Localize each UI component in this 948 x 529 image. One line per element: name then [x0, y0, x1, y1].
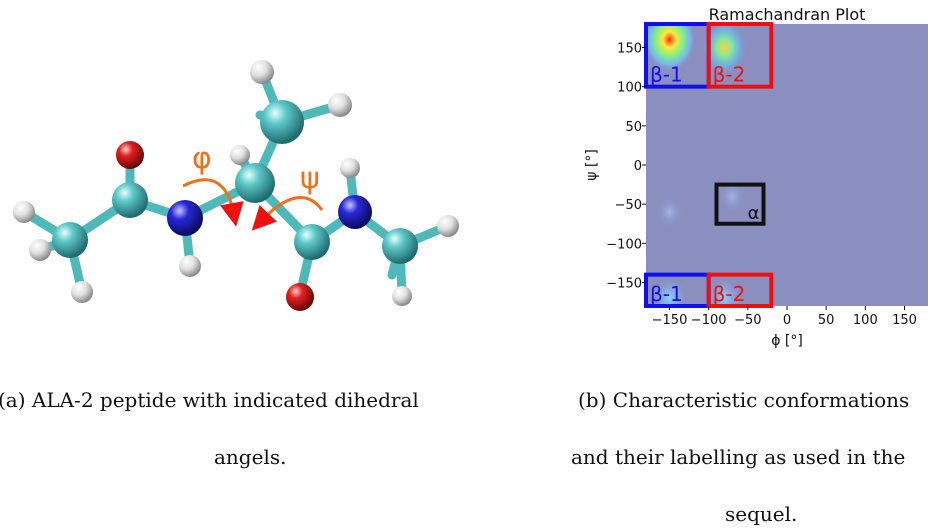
oxygen-atom: [286, 283, 314, 311]
hydrogen-atom: [179, 255, 201, 277]
chart-title: Ramachandran Plot: [709, 5, 866, 24]
x-tick-label: −150: [652, 313, 688, 328]
phi-label: φ: [192, 141, 212, 176]
region-label: β-2: [713, 282, 746, 306]
nitrogen-atom: [167, 200, 203, 236]
carbon-atom: [235, 163, 275, 203]
region-box: [714, 182, 766, 226]
carbon-atom: [382, 228, 418, 264]
region-label: β-1: [650, 63, 683, 87]
hydrogen-atom: [340, 158, 360, 178]
carbon-atom: [260, 100, 304, 144]
x-tick-label: 100: [853, 313, 878, 328]
hydrogen-atom: [328, 93, 352, 117]
caption-b-line-3: sequel.: [725, 502, 798, 526]
y-tick-label: −150: [606, 277, 642, 292]
x-axis-label: ϕ [°]: [771, 333, 803, 349]
region-box: [706, 22, 774, 89]
molecule-atoms: [13, 60, 459, 311]
density-hotspot: [646, 24, 696, 71]
hydrogen-atom: [392, 286, 412, 306]
hydrogen-atom: [71, 281, 93, 303]
nitrogen-atom: [338, 195, 372, 229]
y-tick-label: 50: [625, 120, 642, 135]
region-box: [706, 272, 774, 308]
density-hotspot: [655, 195, 684, 229]
carbon-atom: [112, 182, 148, 218]
region-label: β-2: [713, 63, 746, 87]
y-axis-label: ψ [°]: [584, 149, 600, 181]
x-tick-label: 50: [818, 313, 835, 328]
region-label: β-1: [650, 282, 683, 306]
hydrogen-atom: [250, 60, 274, 84]
carbon-atom: [52, 222, 88, 258]
hydrogen-atom: [29, 239, 51, 261]
x-tick-label: 150: [892, 313, 917, 328]
density-hotspots: [646, 24, 747, 306]
density-hotspot: [701, 24, 747, 75]
hydrogen-atom: [230, 145, 250, 165]
region-boxes: β-1 β-2 β-1 β-2 α: [644, 22, 774, 308]
ramachandran-plot: Ramachandran Plot β-1 β-2β-1 β-2α −150 −100…: [584, 5, 928, 349]
psi-label: ψ: [300, 161, 320, 196]
plot-area: [646, 24, 928, 306]
ala2-molecule-figure: φ ψ: [13, 60, 459, 311]
y-tick-label: 150: [617, 42, 642, 57]
x-tick-label: −50: [734, 313, 761, 328]
hydrogen-atom: [13, 201, 35, 223]
x-tick-label: −100: [691, 313, 727, 328]
density-hotspot: [651, 276, 688, 306]
caption-a-line-2: angels.: [214, 445, 287, 469]
caption-b-line-1: (b) Characteristic conformations: [578, 388, 910, 412]
oxygen-atom: [116, 141, 144, 169]
caption-a-line-1: (a) ALA-2 peptide with indicated dihedra…: [0, 388, 419, 412]
y-axis-ticks: −150 −100 −50 0 50 100 150: [606, 42, 646, 292]
density-hotspot: [706, 277, 742, 306]
x-tick-label: 0: [783, 313, 791, 328]
y-tick-label: 0: [634, 159, 642, 174]
carbon-atom: [294, 224, 330, 260]
dihedral-arrows: [182, 178, 324, 231]
region-label: α: [748, 203, 760, 224]
density-hotspot: [718, 179, 747, 214]
x-axis-ticks: −150 −100 −50 0 50 100 150: [652, 306, 917, 328]
hydrogen-atom: [437, 215, 459, 237]
caption-b-line-2: and their labelling as used in the: [571, 445, 906, 469]
y-tick-label: −50: [615, 198, 642, 213]
y-tick-label: 100: [617, 81, 642, 96]
y-tick-label: −100: [606, 237, 642, 252]
